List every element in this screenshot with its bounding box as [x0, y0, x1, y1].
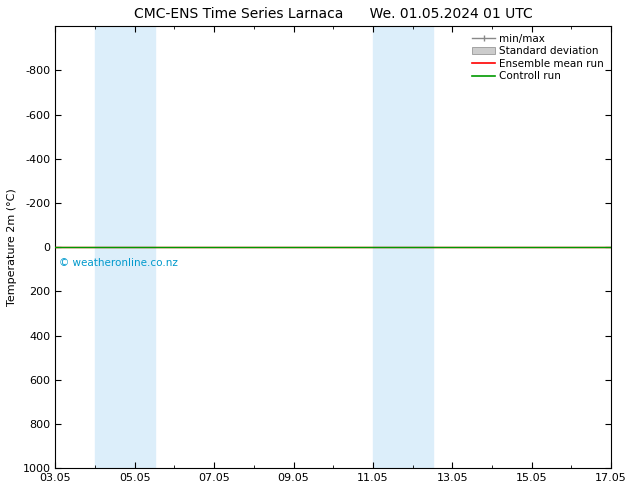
Bar: [95, 26, 155, 468]
Y-axis label: Temperature 2m (°C): Temperature 2m (°C): [7, 188, 17, 306]
Text: © weatheronline.co.nz: © weatheronline.co.nz: [60, 258, 178, 269]
Bar: [373, 26, 432, 468]
Title: CMC-ENS Time Series Larnaca      We. 01.05.2024 01 UTC: CMC-ENS Time Series Larnaca We. 01.05.20…: [134, 7, 533, 21]
Legend: min/max, Standard deviation, Ensemble mean run, Controll run: min/max, Standard deviation, Ensemble me…: [470, 31, 606, 83]
